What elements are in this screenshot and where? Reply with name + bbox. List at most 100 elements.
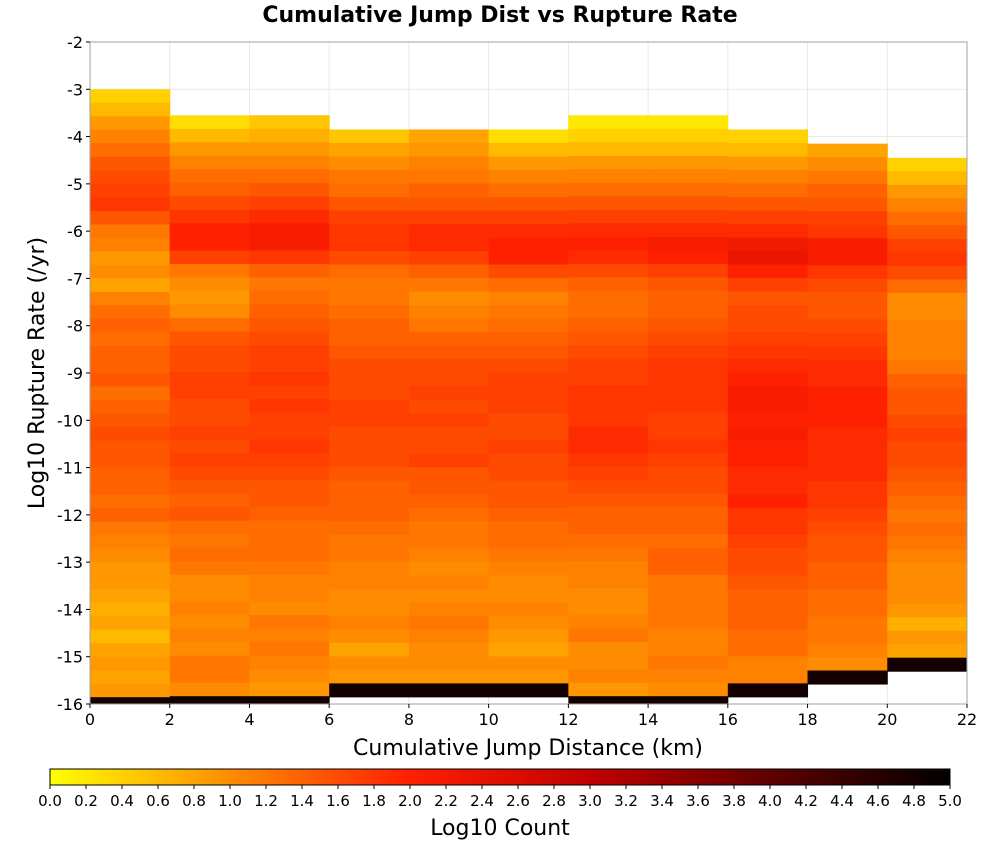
colorbar-tick-label: 3.0 — [578, 792, 602, 810]
heatmap-cell — [887, 495, 968, 510]
heatmap-cell — [90, 562, 171, 577]
heatmap-cell — [727, 237, 809, 252]
heatmap-cell — [329, 264, 410, 279]
colorbar-tick-label: 4.4 — [830, 792, 854, 810]
heatmap-cell — [727, 142, 809, 157]
heatmap-cell — [249, 655, 330, 670]
heatmap-cell — [568, 642, 649, 657]
heatmap-cell — [408, 521, 490, 536]
heatmap-cell — [887, 617, 968, 632]
heatmap-cell — [488, 237, 569, 252]
heatmap-cell — [727, 359, 809, 374]
heatmap-cell — [249, 236, 330, 251]
heatmap-cell — [169, 263, 250, 278]
y-tick-label: -9 — [67, 364, 83, 383]
heatmap-cell — [90, 386, 171, 401]
heatmap-cell — [727, 264, 809, 279]
heatmap-cell — [568, 547, 649, 562]
heatmap-cell — [488, 629, 569, 644]
heatmap-cell — [408, 332, 490, 347]
heatmap-cell — [249, 439, 330, 454]
heatmap-cell — [249, 493, 330, 508]
heatmap-cell — [329, 142, 410, 157]
heatmap-cell — [408, 683, 490, 698]
colorbar-tick-label: 1.8 — [362, 792, 386, 810]
y-tick-label: -2 — [67, 33, 83, 52]
y-tick-label: -14 — [57, 600, 83, 619]
heatmap-cell — [648, 628, 729, 643]
heatmap-cell — [807, 359, 888, 374]
heatmap-cell — [488, 615, 569, 630]
colorbar-tick-label: 4.2 — [794, 792, 818, 810]
heatmap-cell — [887, 198, 968, 213]
heatmap-cell — [169, 250, 250, 265]
heatmap-cell — [169, 331, 250, 346]
colorbar-tick-label: 1.2 — [254, 792, 278, 810]
heatmap-cell — [488, 305, 569, 320]
colorbar-tick-label: 0.8 — [182, 792, 206, 810]
heatmap-cell — [648, 209, 729, 224]
heatmap-cell — [249, 128, 330, 143]
heatmap-cell — [807, 197, 888, 212]
heatmap-cell — [568, 142, 649, 157]
heatmap-cell — [329, 588, 410, 603]
heatmap-cell — [727, 426, 809, 441]
heatmap-cell — [488, 332, 569, 347]
heatmap-cell — [408, 440, 490, 455]
heatmap-cell — [329, 318, 410, 333]
heatmap-cell — [568, 696, 649, 705]
heatmap-cell — [568, 277, 649, 292]
heatmap-cell — [408, 264, 490, 279]
heatmap-cell — [648, 142, 729, 157]
heatmap-cell — [329, 413, 410, 428]
heatmap-cell — [887, 265, 968, 280]
heatmap-cell — [887, 563, 968, 578]
heatmap-cell — [408, 345, 490, 360]
heatmap-cell — [90, 372, 171, 387]
heatmap-cell — [727, 278, 809, 293]
heatmap-cell — [488, 480, 569, 495]
heatmap-cell — [887, 171, 968, 186]
heatmap-cell — [887, 374, 968, 389]
heatmap-cell — [807, 508, 888, 523]
heatmap-cell — [90, 156, 171, 171]
heatmap-cell — [408, 305, 490, 320]
heatmap-cell — [169, 223, 250, 238]
heatmap-cell — [807, 157, 888, 172]
heatmap-cell — [329, 669, 410, 684]
heatmap-cell — [90, 129, 171, 144]
heatmap-cell — [169, 588, 250, 603]
heatmap-cell — [648, 371, 729, 386]
heatmap-cell — [568, 561, 649, 576]
heatmap-cell — [169, 142, 250, 157]
heatmap-cell — [727, 642, 809, 657]
heatmap-cell — [329, 575, 410, 590]
heatmap-cell — [329, 291, 410, 306]
heatmap-cell — [169, 209, 250, 224]
heatmap-cell — [568, 371, 649, 386]
heatmap-cell — [648, 439, 729, 454]
heatmap-cell — [807, 184, 888, 199]
heatmap-cell — [408, 426, 490, 441]
x-tick-label: 16 — [718, 710, 738, 729]
heatmap-cell — [329, 480, 410, 495]
heatmap-cell — [169, 196, 250, 211]
heatmap-cell — [488, 548, 569, 563]
heatmap-cell — [488, 210, 569, 225]
heatmap-cell — [169, 128, 250, 143]
y-tick-label: -6 — [67, 222, 83, 241]
heatmap-cell — [169, 493, 250, 508]
heatmap-cell — [568, 263, 649, 278]
heatmap-cell — [887, 482, 968, 497]
heatmap-cell — [90, 102, 171, 117]
heatmap-cell — [807, 346, 888, 361]
heatmap-cell — [249, 480, 330, 495]
heatmap-cell — [329, 494, 410, 509]
heatmap-cell — [648, 534, 729, 549]
heatmap-cell — [807, 589, 888, 604]
heatmap-cell — [807, 400, 888, 415]
heatmap-cell — [249, 398, 330, 414]
heatmap-cell — [488, 372, 569, 387]
heatmap-cell — [90, 683, 171, 698]
heatmap-cell — [329, 237, 410, 252]
